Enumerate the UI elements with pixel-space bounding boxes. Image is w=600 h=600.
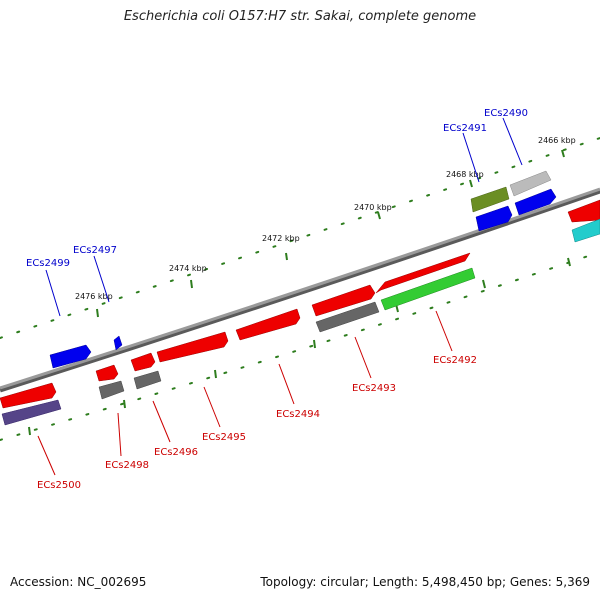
gene-ecs2500-red[interactable]: [0, 382, 57, 409]
gene-ecs2492[interactable]: [380, 267, 476, 311]
gene-forward-red[interactable]: [567, 199, 600, 223]
major-ticks: [28, 149, 571, 436]
major-tick: [214, 369, 217, 379]
gene-label-ecs2494[interactable]: ECs2494: [276, 409, 320, 420]
gene-ecs2492-shadow[interactable]: [375, 252, 471, 294]
gene-ecs2494[interactable]: [235, 308, 301, 341]
leader-ecs2498: [117, 412, 122, 457]
accession-label: Accession:: [10, 575, 74, 589]
leader-ecs2494: [278, 363, 295, 405]
gene-forward-cyan[interactable]: [571, 218, 600, 243]
forward-genes: [49, 170, 600, 369]
gene-ecs2498[interactable]: [98, 380, 125, 400]
gene-label-ecs2490[interactable]: ECs2490: [484, 108, 528, 119]
major-tick: [482, 279, 486, 289]
major-tick: [96, 308, 99, 318]
gene-forward-blue[interactable]: [514, 188, 557, 216]
outer-scale-arc: [0, 137, 600, 339]
gene-ecs2493-red[interactable]: [311, 284, 376, 317]
leader-ecs2496: [152, 400, 171, 443]
major-tick: [190, 279, 193, 289]
gene-ecs2498-red[interactable]: [95, 364, 119, 382]
genome-stats: Topology: circular; Length: 5,498,450 bp…: [260, 575, 590, 589]
gene-label-ecs2499[interactable]: ECs2499: [26, 258, 70, 269]
major-tick: [561, 149, 565, 158]
major-tick: [285, 252, 288, 261]
label-leaders: [37, 117, 523, 476]
gene-forward-blue[interactable]: [475, 205, 513, 232]
gene-label-ecs2498[interactable]: ECs2498: [105, 460, 149, 471]
gene-ecs2490[interactable]: [509, 170, 552, 197]
gene-ecs2495[interactable]: [156, 331, 229, 363]
gene-ecs2493[interactable]: [315, 301, 380, 333]
gene-ecs2500[interactable]: [1, 399, 62, 426]
leader-ecs2497: [93, 255, 110, 303]
gene-ecs2496-red[interactable]: [130, 352, 156, 372]
leader-ecs2492: [435, 310, 453, 352]
gene-label-ecs2495[interactable]: ECs2495: [202, 432, 246, 443]
major-tick: [123, 399, 126, 409]
reverse-genes: [0, 252, 476, 426]
genes-label: Genes:: [509, 575, 552, 589]
topology-value: circular: [320, 575, 365, 589]
leader-ecs2491: [462, 132, 480, 183]
genes-value: 5,369: [555, 575, 590, 589]
gene-ecs2497[interactable]: [113, 335, 123, 351]
scale-label: 2474 kbp: [169, 264, 207, 273]
gene-ecs2496[interactable]: [133, 370, 162, 390]
accession-info: Accession: NC_002695: [10, 575, 146, 589]
gene-ecs2499[interactable]: [49, 344, 92, 369]
gene-label-ecs2493[interactable]: ECs2493: [352, 383, 396, 394]
major-tick: [377, 211, 381, 220]
length-label: Length:: [372, 575, 419, 589]
leader-ecs2490: [502, 117, 523, 166]
scale-label: 2468 kbp: [446, 170, 484, 179]
leader-ecs2500: [37, 435, 56, 476]
scale-label: 2470 kbp: [354, 203, 392, 212]
gene-label-ecs2491[interactable]: ECs2491: [443, 123, 487, 134]
gene-label-ecs2497[interactable]: ECs2497: [73, 245, 117, 256]
leader-ecs2495: [203, 386, 221, 428]
scale-label: 2466 kbp: [538, 136, 576, 145]
topology-label: Topology:: [260, 575, 317, 589]
gene-label-ecs2492[interactable]: ECs2492: [433, 355, 477, 366]
scale-label: 2476 kbp: [75, 292, 113, 301]
length-value: 5,498,450 bp: [421, 575, 502, 589]
backbone-shadow: [0, 188, 600, 393]
major-tick: [469, 179, 473, 188]
genome-title: Escherichia coli O157:H7 str. Sakai, com…: [123, 9, 477, 24]
backbone-line: [0, 187, 600, 390]
gene-label-ecs2496[interactable]: ECs2496: [154, 447, 198, 458]
leader-ecs2499: [45, 269, 61, 317]
gene-labels: ECs2490 ECs2491 ECs2497 ECs2499 ECs2492 …: [26, 108, 528, 491]
gene-ecs2491[interactable]: [470, 186, 510, 213]
major-tick: [567, 257, 571, 267]
backbone: [0, 187, 600, 393]
major-tick: [313, 339, 316, 349]
accession-value: NC_002695: [77, 575, 147, 589]
major-tick: [28, 426, 31, 436]
leader-ecs2493: [354, 336, 372, 379]
scale-label: 2472 kbp: [262, 234, 300, 243]
gene-label-ecs2500[interactable]: ECs2500: [37, 480, 81, 491]
